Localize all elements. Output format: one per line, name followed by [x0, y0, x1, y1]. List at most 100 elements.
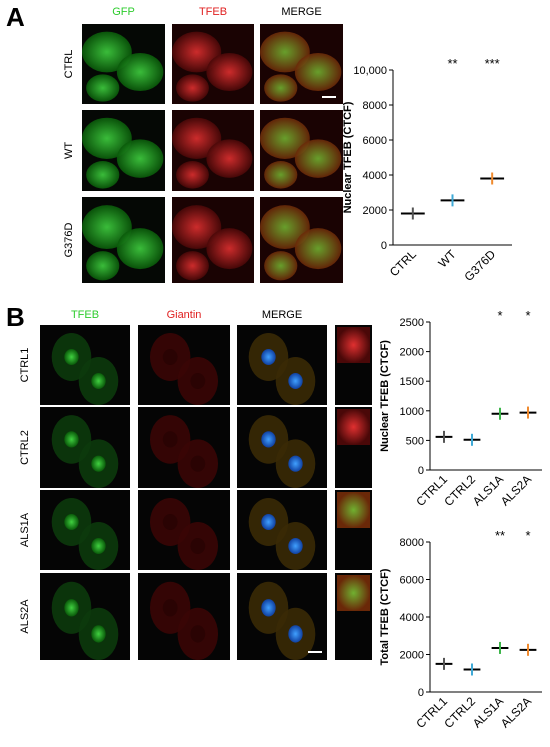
nucleus	[190, 538, 206, 554]
row-label: CTRL2	[19, 430, 31, 465]
x-tick-label: WT	[436, 247, 460, 271]
cell	[116, 52, 164, 92]
nucleus	[64, 514, 79, 530]
y-tick-label: 8000	[400, 537, 424, 549]
nucleus	[64, 599, 79, 617]
x-tick-label: ALS2A	[498, 472, 534, 508]
y-tick-label: 2500	[400, 317, 424, 329]
significance: **	[495, 528, 505, 543]
panel-label: A	[6, 2, 25, 32]
cell	[206, 139, 253, 178]
nucleus	[91, 625, 106, 643]
nucleus	[190, 455, 206, 472]
y-axis-label: Total TFEB (CTCF)	[379, 568, 391, 665]
significance: *	[525, 308, 530, 323]
nucleus	[288, 455, 303, 472]
nucleus	[288, 373, 303, 389]
y-tick-label: 2000	[363, 205, 387, 217]
nucleus	[288, 625, 303, 643]
nucleus	[261, 514, 276, 530]
cell	[176, 161, 209, 189]
y-tick-label: 10,000	[353, 65, 387, 77]
row-label: ALS1A	[19, 512, 31, 547]
nucleus	[64, 431, 79, 448]
x-tick-label: CTRL2	[441, 694, 478, 731]
column-label: GFP	[112, 6, 135, 18]
nucleus	[91, 455, 106, 472]
y-axis-label: Nuclear TFEB (CTCF)	[342, 101, 354, 213]
row-label: CTRL	[63, 50, 75, 79]
y-tick-label: 2000	[400, 347, 424, 359]
cell	[172, 205, 222, 250]
cell	[260, 117, 310, 160]
nucleus	[261, 599, 276, 617]
zoom-inset	[337, 492, 370, 528]
y-tick-label: 0	[418, 687, 424, 699]
row-label: CTRL1	[19, 348, 31, 383]
nucleus	[261, 349, 276, 365]
column-label: TFEB	[199, 6, 227, 18]
row-label: G376D	[63, 223, 75, 258]
nucleus	[190, 625, 206, 643]
cell	[82, 117, 132, 160]
cell	[260, 31, 310, 73]
zoom-inset	[337, 409, 370, 445]
significance: **	[447, 56, 457, 71]
cell	[176, 251, 209, 281]
cell	[264, 161, 298, 189]
cell	[264, 251, 298, 281]
cell	[172, 117, 222, 160]
zoom-inset	[337, 575, 370, 611]
x-tick-label: ALS1A	[470, 472, 506, 508]
y-tick-label: 1000	[400, 406, 424, 418]
cell	[294, 139, 342, 178]
y-tick-label: 0	[381, 240, 387, 252]
cell	[172, 31, 222, 73]
cell	[116, 228, 164, 270]
cell	[294, 52, 342, 92]
nucleus	[288, 538, 303, 554]
nucleus	[261, 431, 276, 448]
x-tick-label: CTRL2	[441, 472, 478, 509]
cell	[86, 251, 120, 281]
cell	[264, 74, 298, 102]
row-label: WT	[63, 142, 75, 159]
cell	[206, 228, 253, 270]
nucleus	[190, 373, 206, 389]
column-label: Giantin	[167, 309, 202, 321]
column-label: MERGE	[281, 6, 321, 18]
nucleus	[64, 349, 79, 365]
cell	[82, 205, 132, 250]
row-label: ALS2A	[19, 599, 31, 634]
cell	[294, 228, 342, 270]
y-tick-label: 6000	[400, 575, 424, 587]
cell	[116, 139, 164, 178]
y-tick-label: 500	[406, 435, 424, 447]
column-label: TFEB	[71, 309, 99, 321]
y-tick-label: 4000	[400, 612, 424, 624]
y-axis-label: Nuclear TFEB (CTCF)	[379, 340, 391, 452]
significance: ***	[485, 56, 500, 71]
significance: *	[497, 308, 502, 323]
nucleus	[162, 599, 178, 617]
column-label: MERGE	[262, 309, 302, 321]
cell	[176, 74, 209, 102]
nucleus	[91, 538, 106, 554]
y-tick-label: 2000	[400, 650, 424, 662]
panel-label: B	[6, 302, 25, 332]
cell	[206, 52, 253, 92]
y-tick-label: 1500	[400, 376, 424, 388]
x-tick-label: ALS1A	[470, 694, 506, 730]
x-tick-label: ALS2A	[498, 694, 534, 730]
nucleus	[162, 431, 178, 448]
zoom-inset	[337, 327, 370, 363]
x-tick-label: G376D	[461, 247, 498, 284]
x-tick-label: CTRL	[387, 247, 419, 279]
y-tick-label: 6000	[363, 135, 387, 147]
significance: *	[525, 528, 530, 543]
y-tick-label: 0	[418, 465, 424, 477]
cell	[260, 205, 310, 250]
y-tick-label: 8000	[363, 100, 387, 112]
nucleus	[162, 349, 178, 365]
